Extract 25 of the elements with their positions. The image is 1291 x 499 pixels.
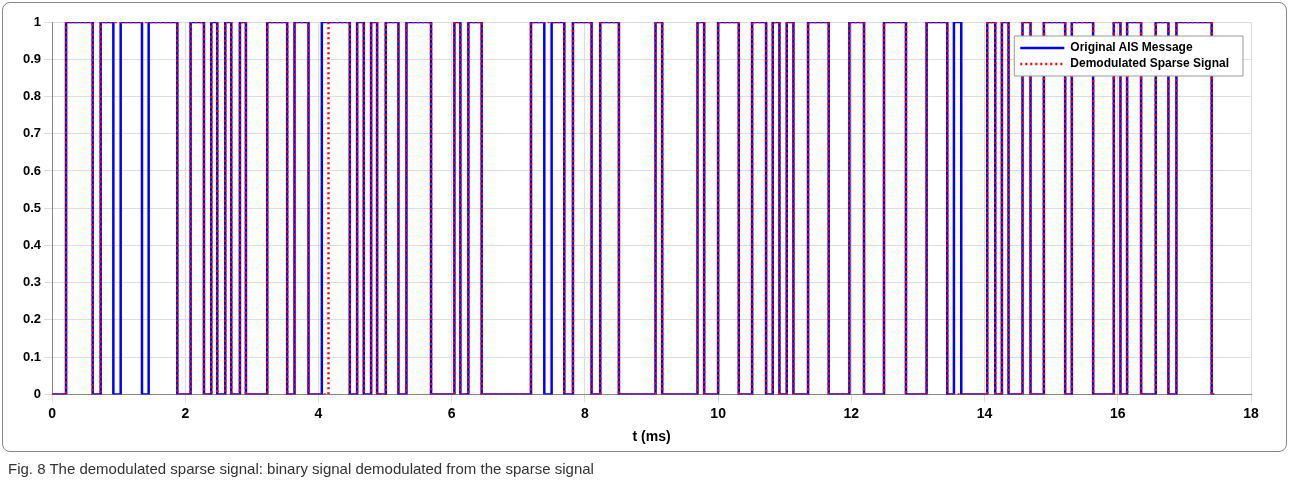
x-tick-label: 6 xyxy=(447,404,456,421)
x-tick-label: 10 xyxy=(710,404,727,421)
x-tick-label: 4 xyxy=(314,404,323,421)
y-tick-label: 0.3 xyxy=(22,274,42,290)
y-tick-label: 0.7 xyxy=(22,125,42,141)
y-tick-label: 0 xyxy=(33,385,42,401)
y-tick-label: 0.6 xyxy=(22,162,42,178)
x-tick-label: 18 xyxy=(1243,404,1259,421)
y-tick-label: 0.2 xyxy=(22,311,42,327)
y-tick-label: 0.1 xyxy=(22,348,42,364)
legend-label: Original AIS Message xyxy=(1070,40,1193,55)
caption: Fig. 8 The demodulated sparse signal: binary signal demodulated from the sparse signal xyxy=(8,460,594,477)
legend-label: Demodulated Sparse Signal xyxy=(1070,56,1230,71)
y-tick-label: 0.8 xyxy=(22,88,42,104)
x-tick-label: 0 xyxy=(48,404,57,421)
x-tick-label: 16 xyxy=(1110,404,1126,421)
x-tick-label: 12 xyxy=(843,404,860,421)
y-tick-label: 0.9 xyxy=(22,50,42,66)
x-axis-title: t (ms) xyxy=(632,428,671,445)
y-tick-label: 0.5 xyxy=(22,199,42,215)
x-tick-label: 8 xyxy=(581,404,590,421)
y-tick-label: 0.4 xyxy=(22,237,42,253)
x-tick-label: 14 xyxy=(976,404,993,421)
y-tick-label: 1 xyxy=(33,13,42,29)
x-tick-label: 2 xyxy=(181,404,190,421)
